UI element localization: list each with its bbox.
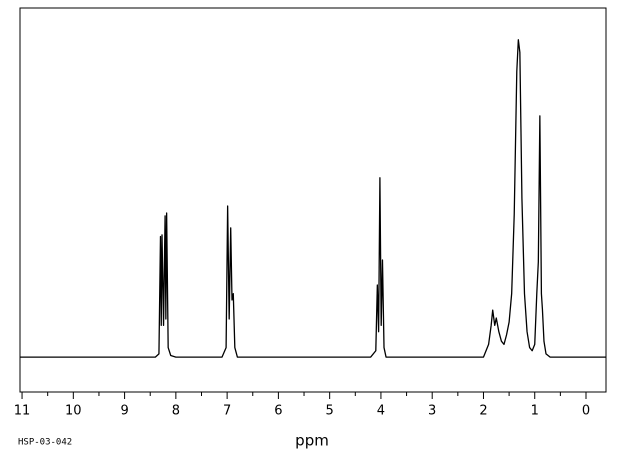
x-tick-label: 6 [274, 404, 282, 419]
x-tick-label: 1 [531, 404, 539, 419]
x-tick-label: 4 [377, 404, 385, 419]
x-tick-label: 0 [582, 404, 590, 419]
caption: HSP-03-042 [18, 438, 72, 448]
x-tick-label: 7 [223, 404, 231, 419]
x-axis-label: ppm [295, 432, 329, 450]
x-tick-label: 9 [120, 404, 128, 419]
x-tick-label: 2 [479, 404, 487, 419]
plot-frame [19, 7, 607, 393]
x-tick-label: 3 [428, 404, 436, 419]
x-tick-label: 5 [326, 404, 334, 419]
x-tick-label: 10 [65, 404, 82, 419]
x-tick-label: 8 [172, 404, 180, 419]
spectrum-line [20, 39, 606, 358]
x-tick-label: 11 [14, 404, 31, 419]
